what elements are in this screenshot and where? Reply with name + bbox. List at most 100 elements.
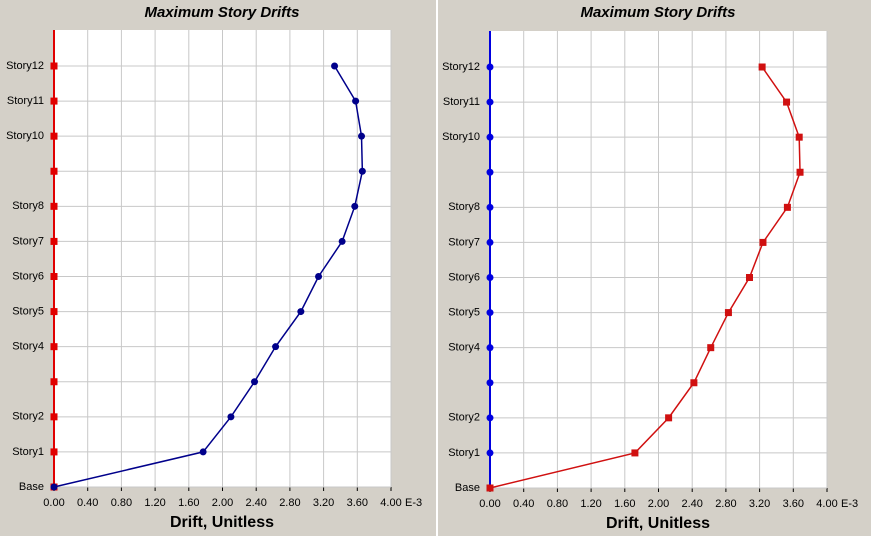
- data-point: [759, 238, 767, 246]
- data-point: [707, 344, 715, 352]
- axis-marker: [486, 344, 494, 352]
- data-point: [796, 168, 804, 176]
- axis-marker: [486, 379, 494, 387]
- x-tick-label: 4.00: [380, 497, 401, 509]
- axis-marker: [50, 308, 58, 316]
- y-tick-label: Story1: [448, 447, 480, 459]
- x-tick-label: 2.80: [715, 498, 736, 510]
- data-point: [338, 237, 346, 245]
- y-tick-label: Base: [19, 481, 44, 493]
- axis-marker: [50, 448, 58, 456]
- data-point: [227, 413, 235, 421]
- x-tick-label: 1.60: [178, 497, 199, 509]
- y-tick-label: Story12: [6, 60, 44, 72]
- data-point: [665, 414, 673, 422]
- y-tick-label: Story12: [442, 61, 480, 73]
- y-tick-label: Story4: [448, 342, 480, 354]
- x-tick-label: 1.60: [614, 498, 635, 510]
- y-tick-label: Story7: [12, 235, 44, 247]
- data-point: [199, 448, 207, 456]
- x-tick-label: 2.40: [681, 498, 702, 510]
- panel-separator: [436, 0, 438, 536]
- y-tick-label: Story2: [448, 412, 480, 424]
- x-scale-label: E-3: [841, 498, 858, 510]
- data-point: [758, 63, 766, 71]
- axis-marker: [50, 343, 58, 351]
- x-axis-label: Drift, Unitless: [606, 515, 710, 532]
- axis-marker: [486, 274, 494, 281]
- x-tick-label: 0.00: [479, 498, 500, 510]
- y-tick-label: Story8: [12, 200, 44, 212]
- y-tick-label: Story11: [7, 95, 44, 107]
- x-tick-label: 3.60: [347, 497, 368, 509]
- chart-title: Maximum Story Drifts: [144, 4, 299, 21]
- data-point: [783, 203, 791, 211]
- data-point: [315, 273, 323, 280]
- axis-marker: [50, 132, 58, 140]
- chart-title: Maximum Story Drifts: [580, 4, 735, 21]
- x-tick-label: 0.00: [43, 497, 64, 509]
- y-tick-label: Story11: [443, 96, 480, 108]
- y-tick-label: Story10: [6, 130, 44, 142]
- y-tick-label: Story5: [448, 306, 480, 318]
- axis-marker: [50, 413, 58, 421]
- axis-marker: [50, 378, 58, 386]
- y-tick-label: Story2: [12, 411, 44, 423]
- axis-marker: [486, 449, 494, 457]
- axis-marker: [486, 133, 494, 141]
- x-tick-label: 3.60: [783, 498, 804, 510]
- axis-marker: [486, 63, 494, 71]
- axis-marker: [50, 167, 58, 175]
- y-tick-label: Story1: [12, 446, 44, 458]
- data-point: [783, 98, 791, 106]
- y-tick-label: Story6: [12, 270, 44, 282]
- y-tick-label: Story6: [448, 271, 480, 283]
- data-point: [724, 309, 732, 317]
- axis-marker: [50, 97, 58, 105]
- axis-marker: [486, 203, 494, 211]
- data-point: [631, 449, 639, 457]
- data-point: [352, 97, 360, 105]
- y-tick-label: Base: [455, 482, 480, 494]
- x-tick-label: 0.40: [77, 497, 98, 509]
- axis-marker: [486, 168, 494, 176]
- x-tick-label: 0.80: [547, 498, 568, 510]
- y-tick-label: Story8: [448, 201, 480, 213]
- y-tick-label: Story5: [12, 305, 44, 317]
- x-tick-label: 2.00: [648, 498, 669, 510]
- data-point: [251, 378, 259, 386]
- data-point: [297, 308, 305, 316]
- x-tick-label: 2.80: [279, 497, 300, 509]
- axis-marker: [50, 62, 58, 70]
- data-point: [486, 484, 494, 492]
- axis-marker: [50, 202, 58, 210]
- y-tick-label: Story10: [442, 131, 480, 143]
- data-point: [50, 483, 58, 491]
- data-point: [358, 167, 366, 175]
- x-tick-label: 3.20: [749, 498, 770, 510]
- x-tick-label: 0.80: [111, 497, 132, 509]
- data-point: [331, 62, 339, 70]
- data-point: [690, 379, 698, 387]
- x-tick-label: 1.20: [144, 497, 165, 509]
- x-axis-label: Drift, Unitless: [170, 514, 274, 531]
- x-tick-label: 0.40: [513, 498, 534, 510]
- x-scale-label: E-3: [405, 497, 422, 509]
- x-tick-label: 2.00: [212, 497, 233, 509]
- data-point: [795, 133, 803, 141]
- axis-marker: [486, 414, 494, 422]
- data-point: [745, 274, 753, 281]
- y-tick-label: Story7: [448, 236, 480, 248]
- x-tick-label: 1.20: [580, 498, 601, 510]
- data-point: [358, 132, 366, 140]
- axis-marker: [486, 98, 494, 106]
- axis-marker: [50, 273, 58, 280]
- data-point: [272, 343, 280, 351]
- x-tick-label: 2.40: [245, 497, 266, 509]
- data-point: [351, 202, 359, 210]
- x-tick-label: 4.00: [816, 498, 837, 510]
- axis-marker: [486, 238, 494, 246]
- axis-marker: [486, 309, 494, 317]
- x-tick-label: 3.20: [313, 497, 334, 509]
